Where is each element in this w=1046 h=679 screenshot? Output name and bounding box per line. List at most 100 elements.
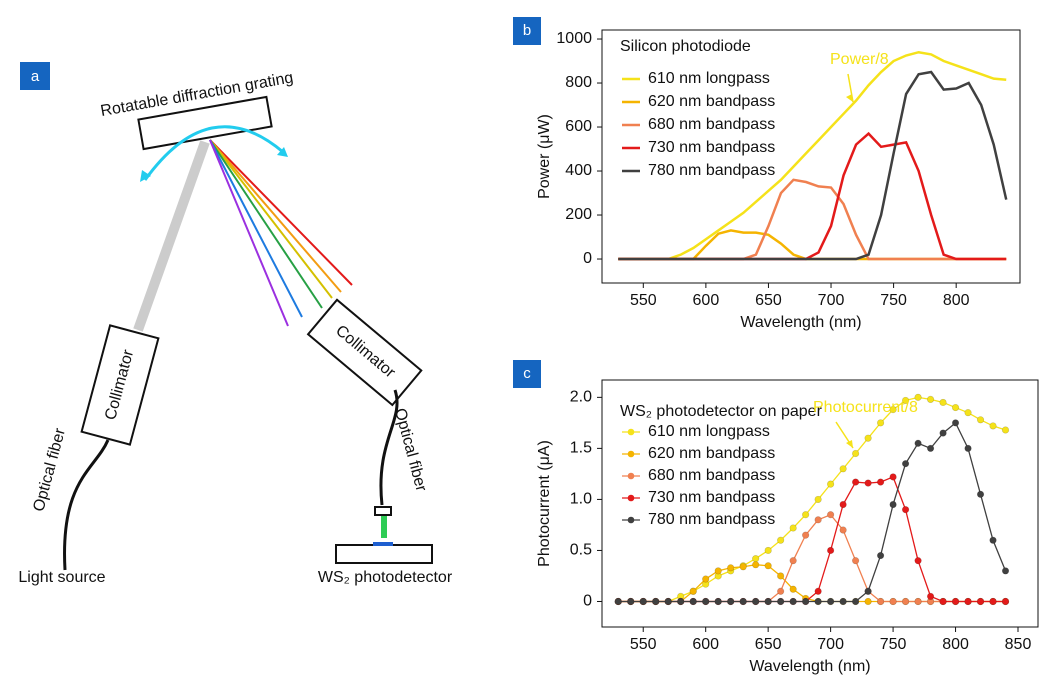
- legend-label: 610 nm longpass: [648, 423, 770, 440]
- data-point: [839, 465, 847, 473]
- data-point: [627, 597, 635, 606]
- data-line: [618, 50, 1007, 261]
- x-tick-label: 600: [692, 636, 719, 653]
- data-point: [976, 597, 985, 606]
- x-tick-label: 750: [880, 292, 907, 309]
- legend-label: 780 nm bandpass: [648, 511, 775, 528]
- panel-label: b: [523, 22, 531, 39]
- data-point: [889, 597, 897, 606]
- data-point: [777, 572, 785, 580]
- legend-title: WS₂ photodetector on paper: [620, 403, 823, 420]
- data-point: [777, 587, 785, 595]
- y-tick-label: 0.5: [570, 542, 592, 559]
- legend-label: 620 nm bandpass: [648, 93, 775, 110]
- data-point: [876, 551, 885, 560]
- data-point: [839, 526, 847, 534]
- data-point: [951, 403, 960, 412]
- data-line: [618, 70, 1008, 261]
- y-axis-label: Power (μW): [536, 114, 553, 199]
- data-point: [652, 597, 660, 606]
- data-point: [914, 557, 922, 565]
- x-tick-label: 800: [943, 292, 970, 309]
- legend-dot: [627, 494, 635, 502]
- data-point: [901, 396, 910, 405]
- data-line: [618, 178, 1007, 261]
- data-point: [852, 557, 860, 565]
- data-point: [814, 495, 822, 504]
- data-point: [827, 511, 835, 519]
- panel-badge: [513, 360, 541, 388]
- data-point: [939, 597, 947, 606]
- panel-badge: [20, 62, 50, 90]
- collimator: [80, 324, 160, 446]
- data-point: [814, 516, 822, 524]
- data-point: [914, 439, 922, 447]
- legend-dot: [627, 450, 635, 458]
- data-point: [989, 536, 997, 544]
- legend-label: 780 nm bandpass: [648, 162, 775, 179]
- data-point: [814, 597, 822, 606]
- data-point: [677, 597, 685, 606]
- data-point: [764, 562, 772, 570]
- rotation-arrow: [143, 125, 284, 181]
- x-tick-label: 600: [693, 292, 720, 309]
- grating: [137, 95, 273, 151]
- panel-label: a: [31, 68, 40, 85]
- legend-dot: [627, 428, 635, 436]
- legend-label: 730 nm bandpass: [648, 139, 775, 156]
- data-point: [889, 500, 897, 509]
- data-point: [814, 587, 822, 595]
- data-point: [802, 531, 810, 539]
- data-point: [1001, 567, 1010, 575]
- data-point: [752, 561, 760, 569]
- data-point: [802, 597, 810, 606]
- data-point: [714, 567, 722, 575]
- data-point: [864, 479, 872, 487]
- plot-frame: [601, 379, 1039, 628]
- data-point: [777, 597, 785, 606]
- data-point: [739, 563, 747, 571]
- panel-label: c: [523, 365, 531, 382]
- x-tick-label: 650: [755, 636, 782, 653]
- fiber: [379, 389, 399, 506]
- data-point: [876, 597, 885, 606]
- data-point: [939, 398, 947, 407]
- input-beam: [133, 140, 210, 332]
- data-point: [914, 597, 922, 606]
- arrow-heads: [140, 147, 288, 182]
- x-tick-label: 750: [880, 636, 907, 653]
- x-axis-label: Wavelength (nm): [749, 658, 870, 675]
- annotation-arrowhead: [846, 94, 853, 102]
- data-point: [802, 511, 810, 519]
- data-point: [827, 546, 835, 555]
- x-tick-label: 650: [755, 292, 782, 309]
- legend-label: 610 nm longpass: [648, 70, 770, 87]
- x-axis-label: Wavelength (nm): [740, 314, 861, 331]
- data-point: [639, 597, 647, 606]
- data-point: [764, 546, 772, 555]
- connector: [374, 506, 392, 516]
- spectrum-rays: [209, 139, 353, 327]
- data-point: [864, 434, 872, 442]
- annotation: Photocurrent/8: [813, 399, 918, 416]
- y-tick-label: 1.5: [570, 440, 592, 457]
- y-axis-label: Photocurrent (μA): [536, 440, 553, 567]
- data-point: [864, 597, 872, 606]
- fiber-label: Optical fiber: [30, 426, 69, 514]
- data-point: [976, 416, 985, 424]
- y-tick-label: 800: [565, 74, 592, 91]
- data-point: [901, 506, 910, 514]
- panel-badge: [513, 17, 541, 45]
- data-point: [614, 597, 622, 606]
- data-point: [664, 597, 672, 606]
- data-point: [852, 449, 860, 458]
- detector: [335, 544, 433, 564]
- data-point: [689, 597, 697, 606]
- data-point: [901, 460, 910, 468]
- data-point: [1001, 597, 1010, 606]
- data-point: [702, 575, 710, 583]
- y-tick-label: 0: [583, 593, 592, 610]
- collimator: [306, 298, 423, 407]
- data-point: [764, 597, 772, 606]
